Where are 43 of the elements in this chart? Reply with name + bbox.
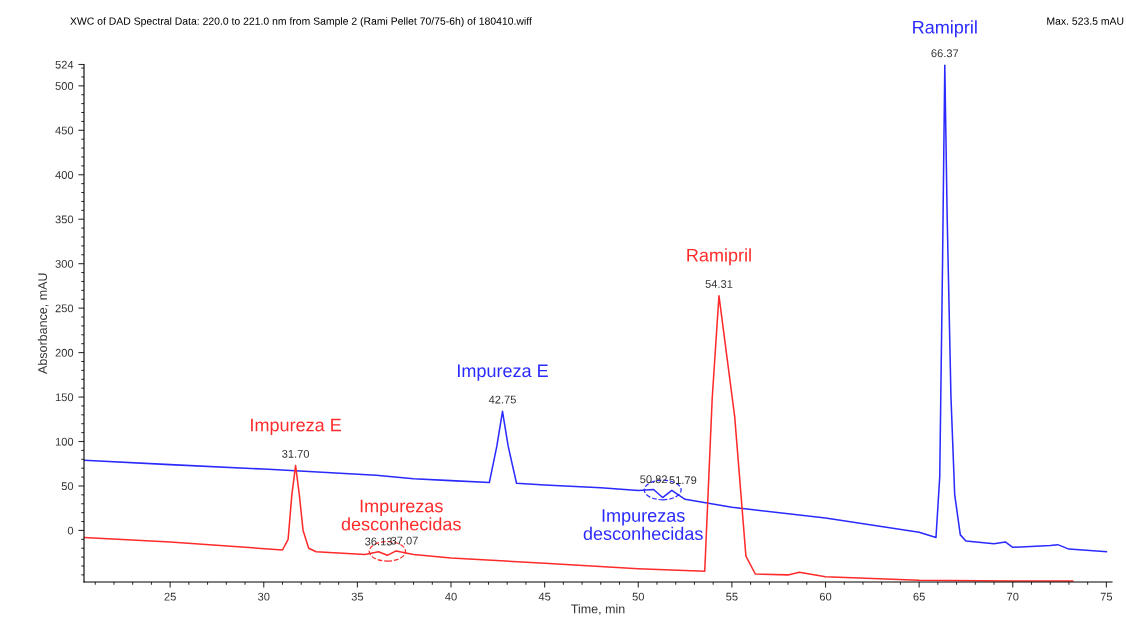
- line-series: [84, 64, 1108, 553]
- annotation: Impureza E: [251, 418, 341, 435]
- line-series: [84, 294, 1074, 582]
- annotation: Impurezas desconhecidas: [341, 499, 461, 531]
- annotation: 54.31: [705, 280, 733, 288]
- x-tick-label: 60: [819, 592, 832, 601]
- y-tick-label: 150: [55, 393, 74, 402]
- annotation: 51.79: [669, 476, 697, 485]
- y-tick-label: 300: [55, 259, 74, 268]
- x-tick-label: 45: [538, 592, 551, 601]
- chart-title: XWC of DAD Spectral Data: 220.0 to 221.0 nm from Sample 2 (Rami Pellet 70/75-6h) of 180410.wiff: [70, 17, 532, 27]
- annotation: 50.82: [640, 475, 667, 484]
- y-tick-label: 50: [61, 482, 74, 491]
- annotation: Ramipril: [913, 20, 977, 38]
- annotation: 37.07: [391, 536, 418, 545]
- annotation: Impurezas desconhecidas: [583, 509, 703, 541]
- annotation: 42.75: [488, 395, 516, 404]
- y-axis-title: Absorbance, mAU: [37, 273, 49, 374]
- x-tick-label: 70: [1007, 592, 1019, 601]
- y-tick-label: 524: [55, 60, 74, 69]
- annotation: 66.37: [931, 49, 959, 58]
- x-axis-title: Time, min: [571, 604, 625, 615]
- x-tick-label: 55: [726, 592, 738, 601]
- annotation: Impureza E: [458, 364, 548, 381]
- y-tick-label: 450: [55, 126, 74, 135]
- y-tick-label: 100: [55, 437, 74, 446]
- annotation: 36.13: [365, 537, 392, 546]
- y-tick-label: 250: [55, 304, 74, 313]
- x-tick-label: 50: [632, 592, 644, 601]
- y-tick-label: 200: [55, 348, 74, 357]
- x-tick-label: 65: [913, 592, 925, 601]
- annotation: 31.70: [282, 449, 310, 458]
- x-tick-label: 40: [445, 592, 457, 601]
- y-tick-label: 350: [55, 215, 74, 224]
- x-tick-label: 30: [258, 592, 270, 601]
- text: Max. 523.5 mAU: [1047, 17, 1124, 25]
- annotation: Ramipril: [687, 248, 751, 266]
- x-tick-label: 25: [164, 592, 176, 601]
- x-tick-label: 35: [351, 592, 364, 601]
- y-tick-label: 0: [67, 526, 74, 535]
- y-tick-label: 400: [55, 171, 74, 179]
- x-tick-label: 75: [1100, 592, 1113, 601]
- y-tick-label: 500: [55, 82, 74, 90]
